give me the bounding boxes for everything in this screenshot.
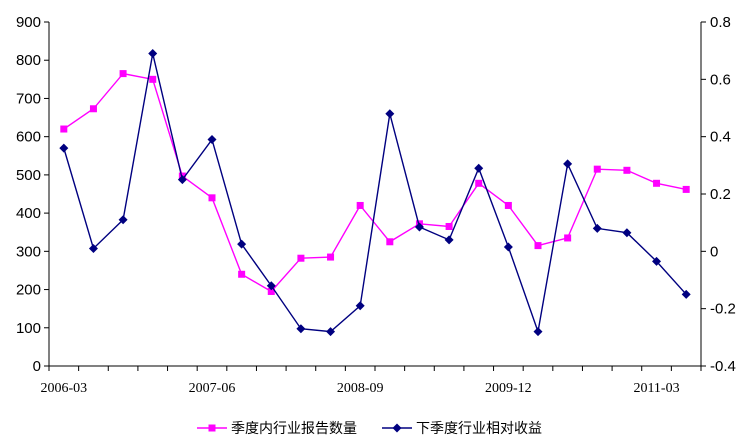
series-1-point xyxy=(504,201,512,209)
series-2-point xyxy=(533,327,543,337)
legend-label-2: 下季度行业相对收益 xyxy=(416,421,542,437)
series-2-point xyxy=(59,143,69,153)
legend: 季度内行业报告数量 下季度行业相对收益 xyxy=(197,421,542,437)
series-2-point xyxy=(118,215,128,225)
series-2-point xyxy=(592,223,602,233)
series-2-point xyxy=(385,109,395,119)
series-1-point xyxy=(593,165,601,173)
left-tick-label: 700 xyxy=(16,90,41,107)
series-2-point xyxy=(444,235,454,245)
right-tick-label: 0.6 xyxy=(710,71,731,88)
series-2-point xyxy=(326,327,336,337)
legend-marker-2 xyxy=(392,423,402,433)
series-1-point xyxy=(208,194,216,202)
series-2-point xyxy=(474,163,484,173)
x-tick-label: 2009-12 xyxy=(485,381,532,396)
left-tick-label: 500 xyxy=(16,167,41,184)
right-tick-label: 0.4 xyxy=(710,129,731,146)
series-2-point xyxy=(177,175,187,185)
series-2-point xyxy=(414,222,424,232)
series-1-point xyxy=(475,179,483,187)
series-1-point xyxy=(445,222,453,230)
series-2-point xyxy=(503,242,513,252)
series-2-point xyxy=(88,243,98,253)
series-1-point xyxy=(297,254,305,262)
series-1-point xyxy=(327,253,335,261)
series-1-point xyxy=(682,185,690,193)
series-2-point xyxy=(563,159,573,169)
left-tick-label: 0 xyxy=(33,358,41,375)
series-1-point xyxy=(386,238,394,246)
left-tick-label: 800 xyxy=(16,52,41,69)
series-layer xyxy=(59,49,691,337)
series-line-2 xyxy=(63,53,687,335)
series-1-point xyxy=(534,242,542,250)
left-tick-label: 600 xyxy=(16,129,41,146)
legend-marker-1 xyxy=(208,424,216,432)
left-tick-label: 100 xyxy=(16,320,41,337)
axes: 0 100 200 300 400 500 600 700 800 900 -0.4 -0.2 0 0.2… xyxy=(16,14,736,396)
left-tick-label: 900 xyxy=(16,14,41,31)
series-1-point xyxy=(119,70,127,78)
series-2-point xyxy=(622,228,632,238)
left-tick-label: 400 xyxy=(16,205,41,222)
right-tick-label: -0.2 xyxy=(710,301,736,318)
x-tick-label: 2006-03 xyxy=(40,381,87,396)
series-1-point xyxy=(564,234,572,242)
series-1-point xyxy=(60,125,68,133)
right-tick-label: 0.8 xyxy=(710,14,731,31)
series-2-point xyxy=(237,239,247,249)
series-1-point xyxy=(653,179,661,187)
series-2-point xyxy=(681,289,691,299)
left-tick-label: 200 xyxy=(16,282,41,299)
series-1-point xyxy=(238,270,246,278)
series-2-point xyxy=(207,135,217,145)
series-2-point xyxy=(266,281,276,291)
series-1-point xyxy=(267,287,275,295)
right-tick-label: 0.2 xyxy=(710,186,731,203)
right-tick-label: -0.4 xyxy=(710,358,736,375)
series-2-point xyxy=(355,301,365,311)
x-tick-label: 2011-03 xyxy=(633,381,679,396)
series-2-point xyxy=(652,256,662,266)
x-tick-label: 2007-06 xyxy=(189,381,236,396)
right-tick-label: 0 xyxy=(710,243,718,260)
legend-label-1: 季度内行业报告数量 xyxy=(231,421,357,437)
series-1-point xyxy=(623,166,631,174)
series-2-point xyxy=(296,324,306,334)
series-1-point xyxy=(149,75,157,83)
left-tick-label: 300 xyxy=(16,243,41,260)
series-1-point xyxy=(89,105,97,113)
x-tick-label: 2008-09 xyxy=(337,381,384,396)
series-line-1 xyxy=(63,72,687,293)
series-1-point xyxy=(356,201,364,209)
series-2-point xyxy=(148,49,158,59)
